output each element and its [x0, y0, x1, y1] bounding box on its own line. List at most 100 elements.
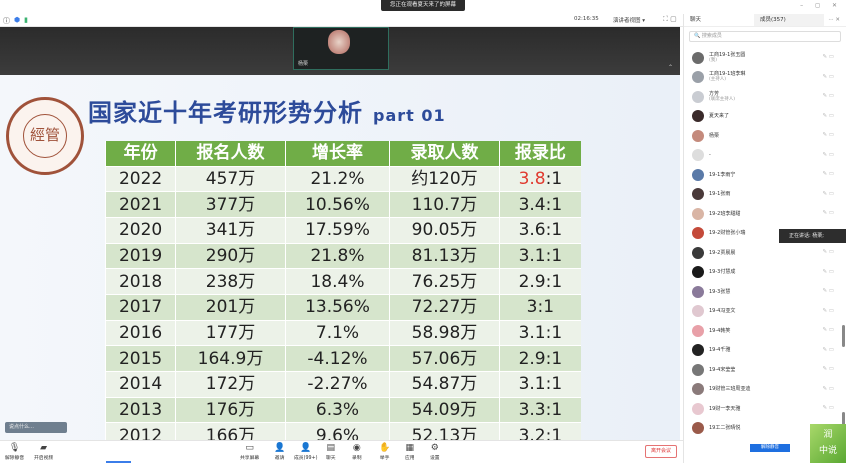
member-item[interactable]: 19-2贾晨晨 ✎ ▭	[684, 243, 842, 263]
table-cell: 52.13万	[389, 422, 500, 440]
tab-chat[interactable]: 聊天	[690, 17, 702, 23]
member-item[interactable]: - ✎ ▭	[684, 146, 842, 166]
share-screen-button[interactable]: ▭ 共享屏幕	[240, 443, 260, 461]
signal-icon[interactable]: ▮	[24, 16, 28, 24]
member-item[interactable]: 杨栗 ✎ ▭	[684, 126, 842, 146]
member-item[interactable]: 19财一李天雅 ✎ ▭	[684, 399, 842, 419]
mic-muted-icon[interactable]: ✎ ▭	[822, 346, 834, 353]
settings-button[interactable]: ⚙ 设置	[430, 443, 440, 461]
mic-muted-icon[interactable]: ✎ ▭	[822, 385, 834, 392]
avatar	[692, 383, 704, 396]
column-header: 年份	[104, 141, 176, 166]
member-item[interactable]: 19-4冯亚文 ✎ ▭	[684, 302, 842, 322]
record-button[interactable]: ◉ 录制	[352, 443, 362, 461]
table-cell: 90.05万	[389, 216, 500, 244]
raise-hand-button[interactable]: ✋ 举手	[379, 443, 391, 461]
chat-input-pill[interactable]: 说点什么…	[5, 422, 67, 433]
avatar	[692, 305, 704, 318]
mic-muted-icon[interactable]: ✎ ▭	[822, 73, 834, 80]
university-logo: 經管	[6, 97, 84, 175]
member-item[interactable]: 19-4宋莹莹 ✎ ▭	[684, 360, 842, 380]
member-item[interactable]: 工商19-1班李琳 (主持人) ✎ ▭	[684, 68, 842, 88]
member-item[interactable]: 工商19-1张玉圆 (我) ✎ ▭	[684, 48, 842, 68]
table-cell: 约120万	[389, 165, 500, 192]
info-icon[interactable]: ⓘ	[3, 17, 10, 25]
mic-muted-icon[interactable]: ✎ ▭	[822, 249, 834, 255]
screen-icon: ▭	[245, 443, 254, 453]
chevron-up-icon[interactable]: ⌃	[668, 64, 674, 71]
table-row: 2020 341万 17.59% 90.05万 3.6:1	[104, 216, 581, 244]
tab-members[interactable]: 成员(357)	[754, 14, 824, 26]
window-controls[interactable]: – ◻ ✕	[800, 2, 842, 9]
column-header: 录取人数	[389, 141, 500, 166]
mic-muted-icon[interactable]: ✎ ▭	[822, 190, 834, 197]
scrollbar[interactable]	[842, 412, 845, 432]
bottom-toolbar: 🎙 解除静音 ▰ 开启视频 ▭ 共享屏幕 👤 邀请 👤 成员(99+) ▤ 聊天 ◉ 录制 ✋…	[0, 440, 683, 463]
mic-muted-icon[interactable]: ✎ ▭	[822, 151, 834, 158]
members-button[interactable]: 👤 成员(99+)	[294, 443, 318, 461]
member-item[interactable]: 19-1张雨 ✎ ▭	[684, 185, 842, 205]
apps-button[interactable]: ▦ 应用	[405, 443, 415, 461]
participant-video[interactable]: 杨栗	[293, 27, 389, 70]
member-item[interactable]: 19-2班李甜甜 ✎ ▭	[684, 204, 842, 224]
table-row: 2013 176万 6.3% 54.09万 3.3:1	[104, 396, 581, 423]
table-cell: 2022	[104, 165, 176, 192]
mic-muted-icon[interactable]: ✎ ▭	[822, 366, 834, 372]
table-row: 2019 290万 21.8% 81.13万 3.1:1	[104, 242, 581, 269]
video-button[interactable]: ▰ 开启视频	[34, 443, 54, 461]
mic-muted-icon[interactable]: ✎ ▭	[822, 171, 834, 177]
member-name: 19-2财管张小瑞	[709, 230, 746, 237]
mic-muted-icon[interactable]: ✎ ▭	[822, 112, 834, 119]
slide: 經管 国家近十年考研形势分析 part 01 年份 报名人数 增长率 录取人数 报录比 2…	[0, 75, 680, 440]
member-search-input[interactable]: 🔍 搜索成员	[689, 31, 841, 42]
mic-muted-icon[interactable]: ✎ ▭	[822, 54, 834, 60]
member-item[interactable]: 19-3付慧成 ✎ ▭	[684, 263, 842, 283]
avatar	[692, 266, 704, 279]
mic-muted-icon[interactable]: ✎ ▭	[822, 210, 834, 216]
member-item[interactable]: 夏天来了 ✎ ▭	[684, 107, 842, 127]
member-name: 工商19-1班李琳 (主持人)	[709, 71, 746, 83]
member-role: (主持人)	[709, 77, 727, 83]
layout-button[interactable]: 演讲者视图 ▾	[613, 18, 646, 24]
mic-muted-icon[interactable]: ✎ ▭	[822, 307, 834, 314]
mic-muted-icon[interactable]: ✎ ▭	[822, 405, 834, 411]
mic-muted-icon[interactable]: ✎ ▭	[822, 327, 834, 333]
member-item[interactable]: 19-3张慧 ✎ ▭	[684, 282, 842, 302]
member-name: 杨栗	[709, 132, 720, 139]
leave-meeting-button[interactable]: 离开会议	[645, 445, 677, 458]
member-name: 19工二张晴悦	[709, 425, 741, 432]
member-item[interactable]: 19财管三班周亚迪 ✎ ▭	[684, 380, 842, 400]
table-cell: 3.4:1	[498, 191, 581, 218]
table-cell: 341万	[175, 216, 286, 244]
panel-close-button[interactable]: ··· ✕	[828, 17, 840, 23]
table-cell: 2016	[104, 319, 176, 346]
fullscreen-icon[interactable]: ⛶ ▢	[663, 15, 677, 23]
meeting-toolbar: ⓘ ⬢ ▮ 02:16:35 演讲者视图 ▾ ⛶ ▢	[0, 14, 683, 27]
table-cell: 2018	[104, 268, 176, 295]
member-name: 19-4韩笑	[709, 327, 731, 334]
mic-muted-icon[interactable]: ✎ ▭	[822, 93, 834, 99]
avatar	[692, 344, 704, 357]
avatar	[692, 285, 704, 298]
member-item[interactable]: 19-4千雅 ✎ ▭	[684, 341, 842, 361]
unmute-all-button[interactable]: 解除静音	[750, 444, 790, 452]
member-item[interactable]: 方芳 (联席主持人) ✎ ▭	[684, 87, 842, 107]
mic-muted-icon[interactable]: ✎ ▭	[822, 288, 834, 294]
unmute-button[interactable]: 🎙 解除静音	[5, 443, 25, 461]
mic-icon: 🎙	[8, 443, 21, 453]
member-role: (联席主持人)	[709, 96, 736, 102]
avatar	[692, 246, 704, 259]
avatar	[692, 207, 704, 220]
scrollbar[interactable]	[842, 325, 845, 347]
member-item[interactable]: 19-4韩笑 ✎ ▭	[684, 321, 842, 341]
chat-button[interactable]: ▤ 聊天	[326, 443, 336, 461]
avatar	[692, 324, 704, 337]
member-name: 19财管三班周亚迪	[709, 386, 751, 393]
shield-icon[interactable]: ⬢	[14, 16, 21, 24]
member-item[interactable]: 19-1李雨宁 ✎ ▭	[684, 165, 842, 185]
invite-button[interactable]: 👤 邀请	[274, 443, 286, 461]
data-table: 年份 报名人数 增长率 录取人数 报录比 2022 457万 21.2% 约120万 3.8:1…	[104, 141, 581, 440]
member-name: 19财一李天雅	[709, 405, 741, 412]
mic-muted-icon[interactable]: ✎ ▭	[822, 268, 834, 275]
mic-muted-icon[interactable]: ✎ ▭	[822, 132, 834, 138]
